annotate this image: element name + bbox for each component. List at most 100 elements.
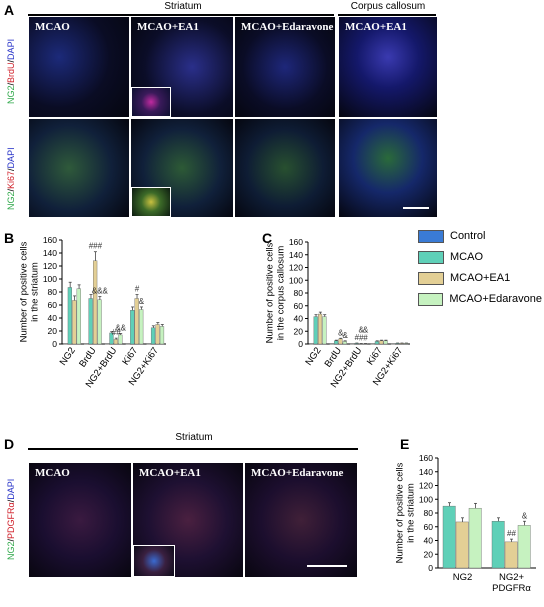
y-tick-label: 160	[419, 453, 433, 463]
y-tick-label: 80	[294, 288, 304, 298]
bar	[155, 324, 160, 345]
bar	[442, 505, 456, 569]
chart-b: Number of positive cellsin the striatum 0…	[19, 235, 166, 390]
significance-mark: &	[342, 331, 348, 340]
y-tick-label: 160	[289, 237, 303, 247]
y-tick-label: 0	[428, 563, 433, 573]
micrograph-title: MCAO+Edaravone	[251, 467, 344, 479]
bar	[150, 327, 156, 345]
y-tick-label: 140	[43, 248, 57, 258]
scale-bar	[307, 565, 347, 567]
y-tick-label: 60	[294, 301, 304, 311]
dapi-label: DAPI	[6, 38, 16, 60]
micrograph-mcao-ea1-ki67	[130, 118, 234, 218]
micrograph-title: MCAO	[35, 21, 70, 33]
pdgfra-label: PDGFRα	[6, 502, 16, 539]
panel-a-striatum-underline	[28, 14, 334, 16]
slash: /	[6, 59, 16, 63]
bar	[395, 343, 400, 345]
y-tick-label: 140	[289, 250, 303, 260]
significance-mark: &	[359, 325, 365, 334]
brdu-label: BrdU	[6, 62, 16, 83]
slash: /	[6, 538, 16, 542]
bar	[139, 309, 144, 345]
micrograph-inset	[131, 187, 171, 217]
chart-c: Number of positive cellsin the corpus ca…	[265, 237, 410, 390]
bar	[72, 300, 77, 345]
bar	[517, 525, 531, 569]
significance-mark: &	[338, 328, 344, 337]
panel-a-row2-label: NG2/Ki67/DAPI	[6, 147, 16, 210]
x-tick-label: NG2+ PDGFRα	[492, 572, 531, 594]
micrograph-mcao-edaravone-brdu: MCAO+Edaravone	[234, 16, 336, 118]
micrograph-d-mcao-edaravone: MCAO+Edaravone	[244, 462, 358, 578]
slash: /	[6, 168, 16, 171]
y-tick-label: 100	[43, 274, 57, 284]
legend-item: MCAO+Edaravone	[418, 289, 542, 309]
micrograph-title: MCAO+Edaravone	[241, 21, 334, 33]
slash: /	[6, 82, 16, 86]
significance-mark: &	[139, 297, 145, 306]
micrograph-title: MCAO+EA1	[137, 21, 199, 33]
y-tick-label: 60	[424, 522, 434, 532]
y-tick-label: 80	[48, 287, 58, 297]
bar	[354, 343, 359, 345]
micrograph-d-mcao-ea1: MCAO+EA1	[132, 462, 244, 578]
bar	[403, 343, 409, 345]
legend-swatch	[418, 229, 444, 243]
y-tick-label: 0	[298, 339, 303, 349]
y-tick-label: 120	[43, 261, 57, 271]
bar	[113, 339, 119, 345]
micrograph-inset	[133, 545, 175, 577]
significance-mark: #	[359, 333, 364, 342]
y-tick-label: 100	[419, 494, 433, 504]
y-tick-label: 40	[294, 314, 304, 324]
y-tick-label: 100	[289, 275, 303, 285]
bar	[399, 343, 404, 345]
y-tick-label: 160	[43, 235, 57, 245]
significance-mark: &	[363, 325, 369, 334]
significance-mark: ##	[507, 529, 516, 538]
micrograph-title: MCAO+EA1	[139, 467, 201, 479]
legend-label: MCAO+Edaravone	[449, 293, 542, 305]
y-tick-label: 60	[48, 300, 58, 310]
micrograph-cc-mcao-ea1-ki67	[338, 118, 438, 218]
bar	[504, 541, 518, 569]
significance-mark: &&	[115, 324, 126, 333]
micrograph-title: MCAO	[35, 467, 70, 479]
micrograph-inset	[131, 87, 171, 117]
panel-a-header-striatum: Striatum	[164, 1, 202, 12]
panel-d-row-label: NG2/PDGFRα/DAPI	[6, 479, 16, 560]
significance-mark: &&&	[92, 287, 109, 296]
chart-e: Number of positive cellsin the striatum 0…	[395, 453, 536, 594]
panel-a-letter: A	[4, 2, 15, 18]
x-tick-label: Ki67	[365, 345, 385, 367]
micrograph-cc-mcao-ea1-brdu: MCAO+EA1	[338, 16, 438, 118]
bar	[313, 316, 318, 345]
panel-d-header: Striatum	[175, 432, 213, 443]
micrograph-mcao-brdu: MCAO	[28, 16, 130, 118]
significance-mark: ###	[89, 242, 103, 251]
panel-d-underline	[28, 448, 358, 450]
y-axis-label: Number of positive cellsin the striatum	[19, 241, 41, 342]
bar	[491, 521, 505, 569]
micrograph-title: MCAO+EA1	[345, 21, 407, 33]
x-tick-label: NG2	[303, 345, 323, 367]
significance-mark: #	[355, 333, 360, 342]
legend-swatch	[418, 292, 444, 306]
panel-a-cc-underline	[338, 14, 436, 16]
panel-d-letter: D	[4, 436, 15, 452]
bar	[383, 340, 388, 345]
x-tick-label: NG2	[453, 572, 473, 583]
bar	[468, 507, 482, 569]
significance-mark: #	[135, 285, 140, 294]
micrograph-d-mcao: MCAO	[28, 462, 132, 578]
micrograph-mcao-edaravone-ki67	[234, 118, 336, 218]
x-tick-label: Ki67	[120, 345, 140, 367]
scale-bar	[403, 207, 429, 209]
y-tick-label: 0	[52, 339, 57, 349]
bar	[322, 316, 327, 345]
y-tick-label: 40	[48, 313, 58, 323]
y-tick-label: 40	[424, 536, 434, 546]
bar	[159, 326, 165, 345]
